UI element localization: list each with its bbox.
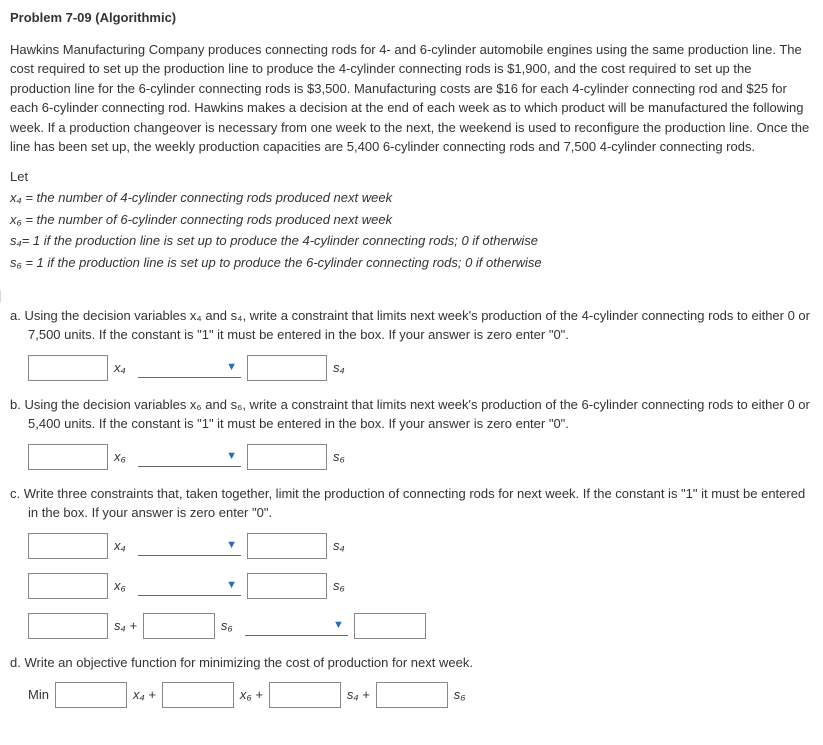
- constraint-row-c3: s₄ + s₆ ▼: [28, 613, 813, 639]
- operator-dropdown[interactable]: ▼: [245, 615, 348, 637]
- coef-input[interactable]: [162, 682, 234, 708]
- var-s6: s₆: [333, 447, 351, 467]
- rhs-input[interactable]: [354, 613, 426, 639]
- operator-dropdown[interactable]: ▼: [138, 357, 241, 379]
- var-x6-plus: x₆ +: [240, 685, 263, 705]
- var-s4: s₄: [333, 358, 351, 378]
- def-x6: x₆ = the number of 6-cylinder connecting…: [10, 210, 813, 230]
- coef-input[interactable]: [28, 355, 108, 381]
- coef-input[interactable]: [28, 533, 108, 559]
- coef-input[interactable]: [28, 613, 108, 639]
- coef-input[interactable]: [376, 682, 448, 708]
- question-b-text: b. Using the decision variables x₆ and s…: [10, 395, 813, 434]
- question-c-text: c. Write three constraints that, taken t…: [10, 484, 813, 523]
- coef-input[interactable]: [28, 444, 108, 470]
- operator-dropdown[interactable]: ▼: [138, 575, 241, 597]
- operator-dropdown[interactable]: ▼: [138, 446, 241, 468]
- coef-input[interactable]: [28, 573, 108, 599]
- var-s6: s₆: [333, 576, 351, 596]
- var-x6: x₆: [114, 576, 132, 596]
- operator-dropdown[interactable]: ▼: [138, 535, 241, 557]
- var-x4: x₄: [114, 536, 132, 556]
- constraint-row-c1: x₄ ▼ s₄: [28, 533, 813, 559]
- question-marker: |: [0, 288, 1, 303]
- problem-intro: Hawkins Manufacturing Company produces c…: [10, 40, 813, 157]
- chevron-down-icon: ▼: [226, 448, 237, 465]
- problem-title: Problem 7-09 (Algorithmic): [10, 8, 813, 28]
- chevron-down-icon: ▼: [333, 617, 344, 634]
- coef-input[interactable]: [143, 613, 215, 639]
- coef-input[interactable]: [247, 533, 327, 559]
- constraint-row-c2: x₆ ▼ s₆: [28, 573, 813, 599]
- var-x4-plus: x₄ +: [133, 685, 156, 705]
- coef-input[interactable]: [247, 355, 327, 381]
- var-s4-plus: s₄ +: [347, 685, 370, 705]
- var-s6: s₆: [221, 616, 239, 636]
- def-s6: s₆ = 1 if the production line is set up …: [10, 253, 813, 273]
- def-s4: s₄= 1 if the production line is set up t…: [10, 231, 813, 251]
- coef-input[interactable]: [247, 444, 327, 470]
- constraint-row-a: x₄ ▼ s₄: [28, 355, 813, 381]
- coef-input[interactable]: [247, 573, 327, 599]
- objective-row: Min x₄ + x₆ + s₄ + s₆: [28, 682, 813, 708]
- coef-input[interactable]: [55, 682, 127, 708]
- chevron-down-icon: ▼: [226, 577, 237, 594]
- var-s4: s₄: [333, 536, 351, 556]
- coef-input[interactable]: [269, 682, 341, 708]
- question-a-text: a. Using the decision variables x₄ and s…: [10, 306, 813, 345]
- min-label: Min: [28, 685, 49, 705]
- var-x4: x₄: [114, 358, 132, 378]
- def-x4: x₄ = the number of 4-cylinder connecting…: [10, 188, 813, 208]
- var-x6: x₆: [114, 447, 132, 467]
- chevron-down-icon: ▼: [226, 359, 237, 376]
- constraint-row-b: x₆ ▼ s₆: [28, 444, 813, 470]
- question-d-text: d. Write an objective function for minim…: [10, 653, 813, 673]
- chevron-down-icon: ▼: [226, 537, 237, 554]
- var-s6: s₆: [454, 685, 472, 705]
- let-label: Let: [10, 167, 813, 187]
- var-s4-plus: s₄ +: [114, 616, 137, 636]
